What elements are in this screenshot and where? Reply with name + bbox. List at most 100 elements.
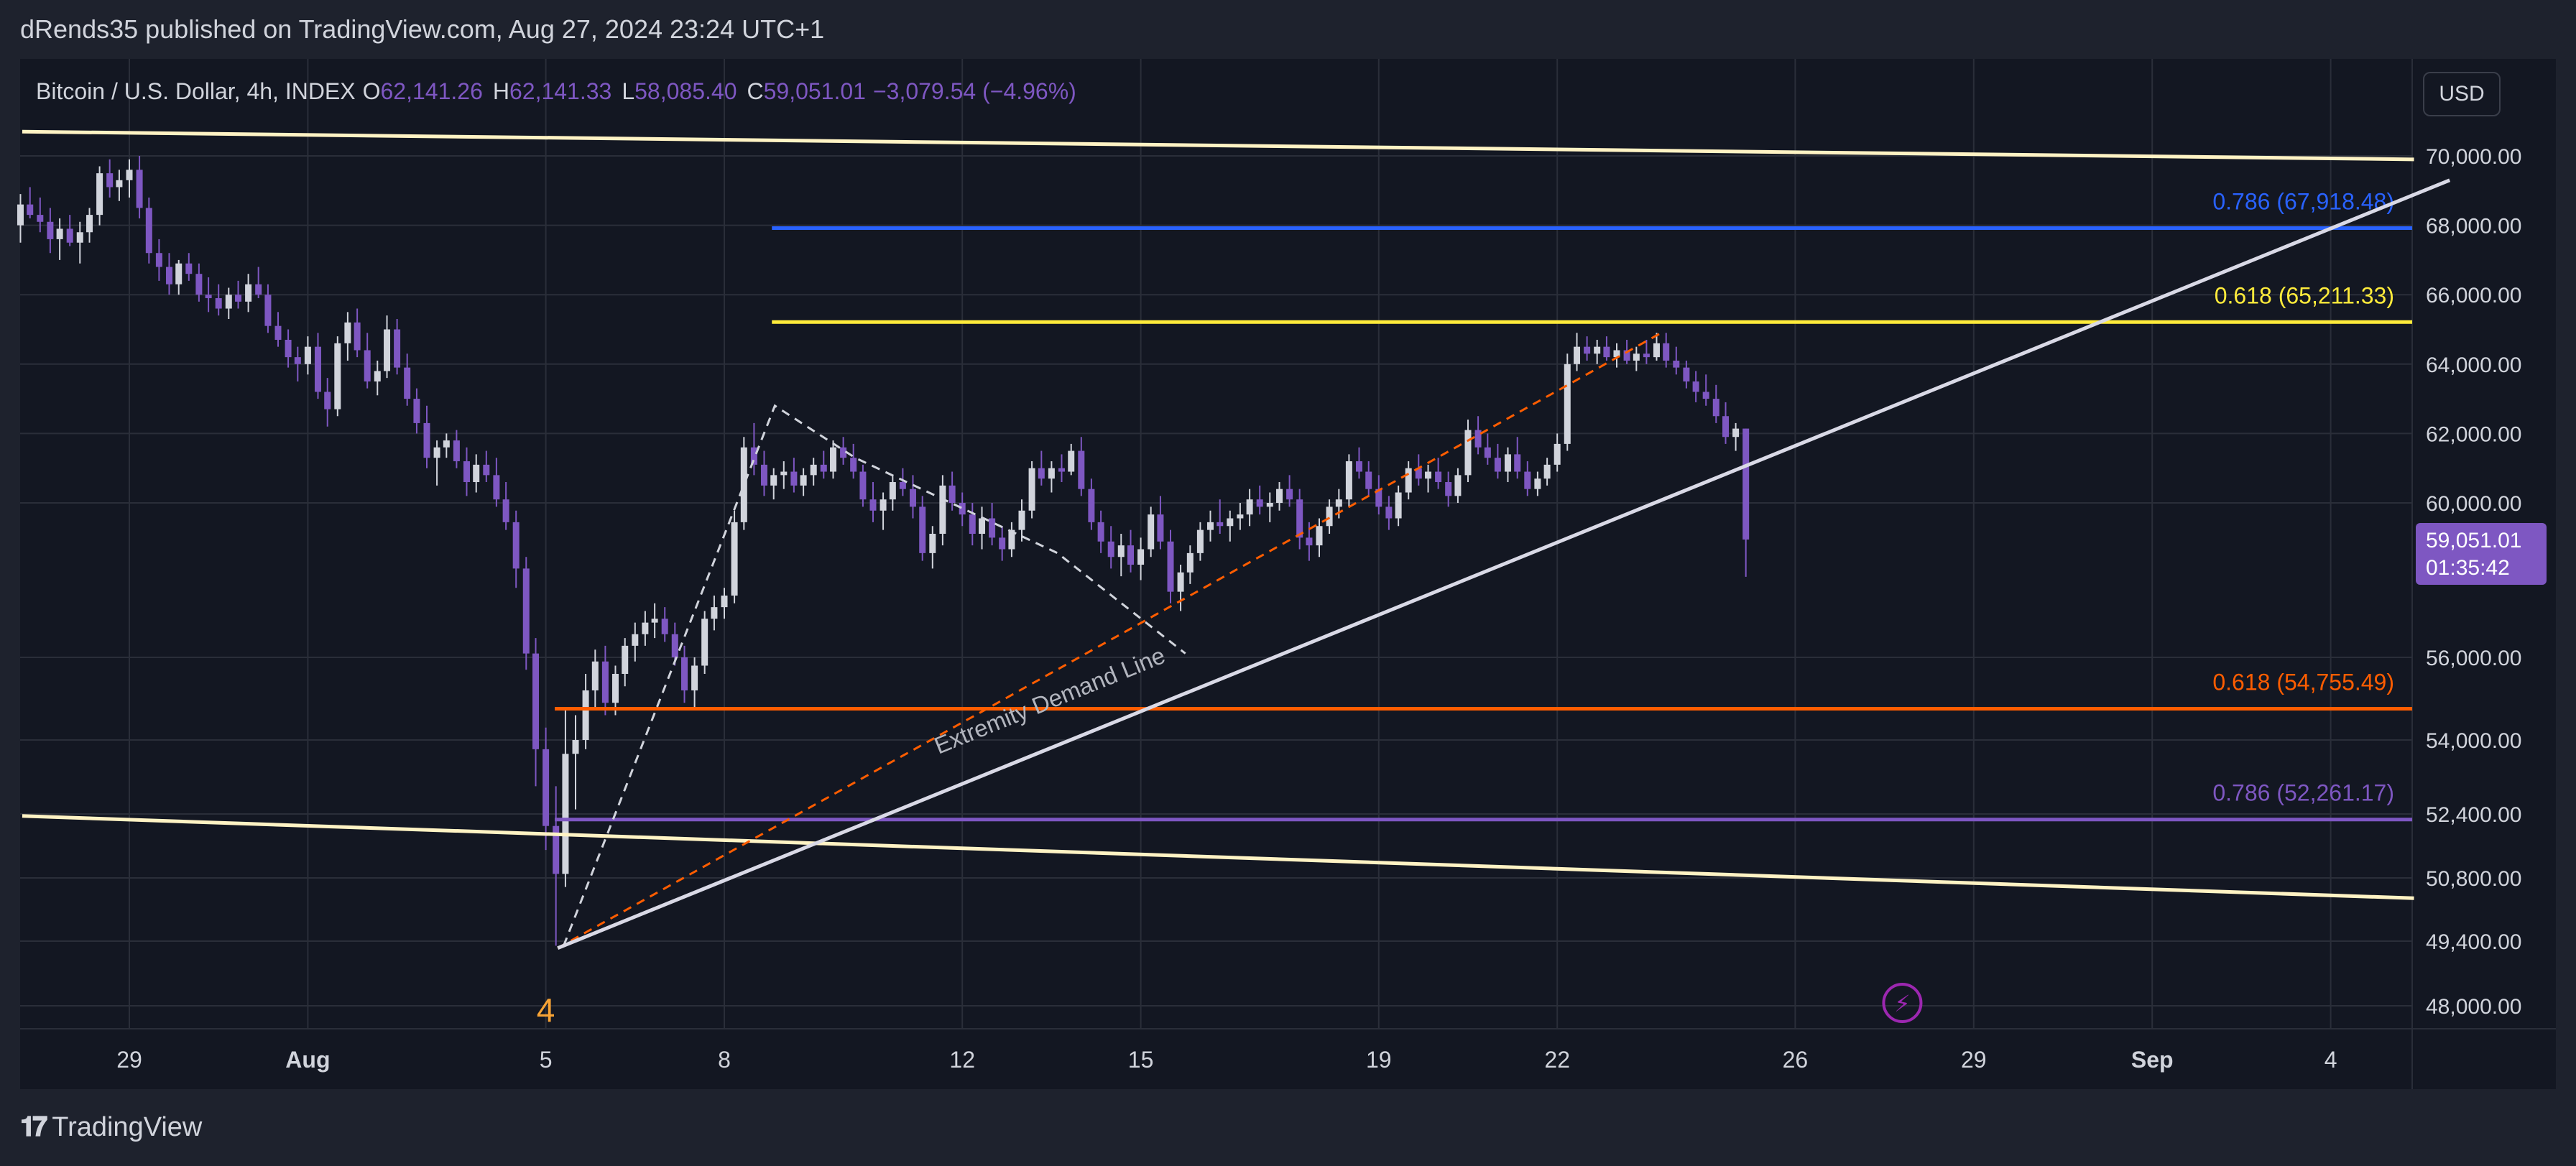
tradingview-logo[interactable]: 𝟏𝟕 TradingView <box>20 1112 202 1143</box>
grid-lines <box>20 59 2412 1029</box>
candle-body <box>1613 350 1620 358</box>
fib-level-label: 0.618 (65,211.33) <box>2215 282 2394 308</box>
price-tick-label: 60,000.00 <box>2426 492 2521 516</box>
candle-body <box>591 661 599 690</box>
candle-body <box>1494 458 1501 472</box>
candle-body <box>1127 545 1135 565</box>
legend-o-label: O <box>363 78 381 104</box>
candle-body <box>740 447 747 522</box>
candle-body <box>344 322 351 343</box>
candle-body <box>939 485 946 534</box>
candle-body <box>810 464 817 476</box>
price-tick-label: 48,000.00 <box>2426 995 2521 1019</box>
candle-body <box>443 440 450 448</box>
candle-body <box>1534 478 1541 489</box>
candle-body <box>1702 392 1709 399</box>
candle-body <box>374 371 381 381</box>
fib-level-label: 0.786 (52,261.17) <box>2212 780 2394 806</box>
candle-body <box>235 295 242 302</box>
candle-body <box>185 263 193 274</box>
candle-body <box>1157 514 1164 542</box>
candle-body <box>1088 489 1095 522</box>
candle-body <box>959 503 966 515</box>
price-tick-label: 70,000.00 <box>2426 145 2521 169</box>
candle-body <box>1206 522 1214 530</box>
candle-body <box>1742 428 1750 540</box>
candle-body <box>1306 537 1313 546</box>
candle-body <box>919 506 926 553</box>
candle-body <box>1167 541 1174 592</box>
candle-body <box>840 447 847 458</box>
candle-body <box>790 471 798 486</box>
candle-body <box>47 221 54 239</box>
legend-c-label: C <box>747 78 763 104</box>
candle-body <box>225 295 232 309</box>
candle-body <box>423 422 430 458</box>
candle-body <box>859 471 867 500</box>
candle-body <box>76 232 83 243</box>
candle-body <box>1385 506 1393 519</box>
candle-body <box>572 740 579 754</box>
candle-body <box>800 475 807 486</box>
time-tick-label: 29 <box>1961 1047 1987 1073</box>
candle-body <box>999 537 1006 550</box>
candle-body <box>1217 522 1224 527</box>
candle-body <box>264 295 272 326</box>
candle-body <box>1574 346 1581 364</box>
candle-body <box>1712 399 1719 417</box>
time-scale[interactable] <box>20 1029 2556 1089</box>
candle-body <box>532 653 540 749</box>
candle-body <box>195 274 203 295</box>
candle-body <box>543 749 550 826</box>
candle-body <box>1355 461 1362 472</box>
legend: Bitcoin / U.S. Dollar, 4h, INDEX O62,141.… <box>36 78 1076 104</box>
candle-body <box>245 284 252 302</box>
candle-body <box>1484 447 1491 458</box>
price-tick-label: 62,000.00 <box>2426 422 2521 446</box>
price-tick-label: 56,000.00 <box>2426 647 2521 670</box>
candle-body <box>384 329 391 371</box>
legend-low: 58,085.40 <box>634 78 737 104</box>
candle-body <box>1237 514 1244 519</box>
candle-body <box>294 357 301 364</box>
tradingview-brand: TradingView <box>52 1112 203 1142</box>
channel-bottom-line <box>22 814 2414 900</box>
candle-body <box>1008 529 1015 550</box>
candle-body <box>760 464 767 486</box>
candle-body <box>1375 489 1382 507</box>
candle-body <box>1603 346 1610 358</box>
candle-body <box>1425 471 1432 479</box>
candle-body <box>354 322 361 351</box>
candle-body <box>553 825 560 874</box>
candle-body <box>522 568 530 654</box>
candle-body <box>453 440 460 462</box>
candle-body <box>711 607 718 619</box>
candle-body <box>433 447 440 458</box>
candle-body <box>948 485 956 503</box>
candle-body <box>1405 468 1412 493</box>
candle-body <box>314 346 321 392</box>
candle-body <box>493 475 500 500</box>
legend-symbol[interactable]: Bitcoin / U.S. Dollar, 4h, INDEX <box>36 78 356 104</box>
currency-button[interactable]: USD <box>2423 72 2501 116</box>
plot-area[interactable] <box>20 59 2412 1029</box>
candle-body <box>1722 416 1730 438</box>
candle-body <box>215 298 222 309</box>
candle-body <box>1316 526 1323 546</box>
candle-body <box>1048 468 1055 479</box>
candle-body <box>27 204 34 216</box>
time-tick-label: 12 <box>949 1047 975 1073</box>
candle-body <box>1683 367 1690 381</box>
candle-body <box>1177 572 1184 592</box>
candle-body <box>1643 353 1650 358</box>
candle-body <box>502 499 509 522</box>
candle-body <box>285 339 292 358</box>
candle-body <box>1097 522 1104 542</box>
lightning-icon: ⚡ <box>1894 991 1910 1017</box>
candle-body <box>1286 489 1293 500</box>
candle-body <box>820 464 827 472</box>
candle-body <box>869 499 877 511</box>
candle-body <box>611 674 619 703</box>
candle-body <box>1435 471 1442 483</box>
